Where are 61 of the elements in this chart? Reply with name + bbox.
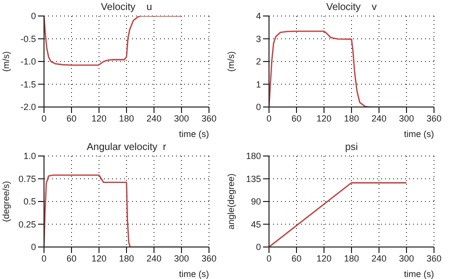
y-tick-label: 45 — [250, 218, 261, 229]
x-tick-label: 60 — [291, 113, 302, 124]
y-tick-label: 0.25 — [18, 218, 36, 229]
y-tick-label: 0 — [256, 242, 261, 252]
x-axis-title: time (s) — [404, 268, 434, 278]
y-tick-label: 1.0 — [23, 150, 36, 161]
x-tick-label: 0 — [266, 113, 272, 124]
y-tick-label: 90 — [250, 196, 261, 206]
x-axis-title: time (s) — [179, 268, 209, 278]
y-tick-label: 0.5 — [23, 196, 36, 206]
x-tick-label: 240 — [371, 252, 387, 263]
x-tick-label: 0 — [41, 252, 47, 263]
x-tick-label: 360 — [426, 252, 442, 263]
chart-title: Angular velocity r — [86, 142, 168, 152]
x-tick-label: 360 — [426, 113, 442, 124]
chart-title: Velocity v — [325, 2, 378, 13]
y-axis-title: (m/s) — [226, 51, 236, 72]
x-tick-label: 360 — [201, 252, 217, 263]
x-tick-label: 180 — [344, 252, 360, 263]
x-axis-title: time (s) — [404, 129, 434, 139]
x-tick-label: 180 — [118, 252, 134, 263]
y-axis-title: angle(degree) — [226, 172, 236, 230]
y-tick-label: -2.0 — [20, 102, 36, 112]
y-tick-label: 180 — [246, 150, 261, 161]
chart-title: psi — [344, 142, 359, 152]
y-tick-label: -1.5 — [20, 79, 36, 90]
x-tick-label: 120 — [91, 252, 107, 263]
x-tick-label: 300 — [398, 113, 414, 124]
y-tick-label: 0 — [256, 102, 261, 112]
y-tick-label: -1.0 — [20, 56, 36, 67]
y-tick-label: 4 — [256, 11, 261, 22]
x-tick-label: 120 — [91, 113, 107, 124]
line-series — [44, 16, 182, 66]
x-tick-label: 180 — [344, 113, 360, 124]
x-tick-label: 300 — [398, 252, 414, 263]
x-tick-label: 240 — [146, 113, 162, 124]
y-tick-label: 0.75 — [18, 173, 36, 184]
y-tick-label: 1 — [256, 79, 261, 90]
y-tick-label: -0.5 — [20, 34, 36, 44]
x-tick-label: 0 — [266, 252, 272, 263]
y-tick-label: 0 — [30, 242, 36, 252]
x-tick-label: 240 — [146, 252, 162, 263]
y-axis-title: (m/s) — [1, 51, 12, 72]
y-axis-title: (degree/s) — [1, 180, 12, 222]
x-axis-title: time (s) — [179, 129, 209, 139]
y-tick-label: 0 — [30, 11, 36, 22]
x-tick-label: 300 — [174, 252, 190, 263]
x-tick-label: 240 — [371, 113, 387, 124]
x-tick-label: 0 — [41, 113, 47, 124]
y-tick-label: 3 — [256, 34, 261, 44]
x-tick-label: 60 — [66, 252, 77, 263]
x-tick-label: 180 — [118, 113, 134, 124]
x-tick-label: 300 — [174, 113, 190, 124]
x-tick-label: 120 — [316, 113, 332, 124]
x-tick-label: 360 — [201, 113, 217, 124]
y-tick-label: 2 — [256, 56, 261, 67]
x-tick-label: 120 — [316, 252, 332, 263]
x-tick-label: 60 — [291, 252, 302, 263]
y-tick-label: 135 — [246, 173, 261, 184]
x-tick-label: 60 — [66, 113, 77, 124]
chart-title: Velocity u — [100, 2, 154, 13]
